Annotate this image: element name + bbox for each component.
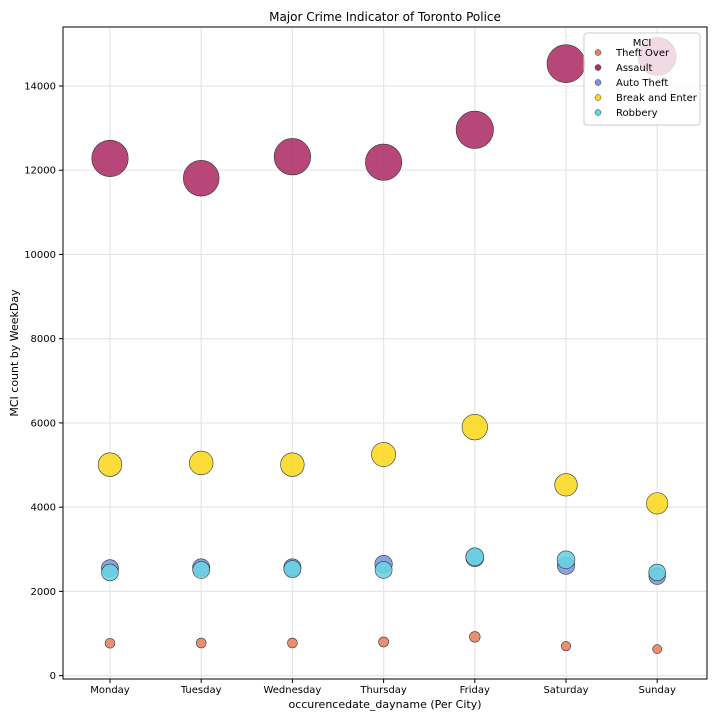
data-point-robbery xyxy=(465,547,485,567)
data-point-theft-over xyxy=(652,644,663,654)
data-point-theft-over xyxy=(104,637,116,649)
x-tick-label: Saturday xyxy=(543,685,588,696)
data-point-theft-over xyxy=(195,637,207,649)
axes: Monday Tuesday Wednesday Thursday Friday Satu… xyxy=(24,81,676,696)
x-tick-label: Monday xyxy=(90,685,130,696)
x-tick-label: Sunday xyxy=(638,685,675,696)
data-point-robbery xyxy=(283,560,302,578)
x-tick-label: Thursday xyxy=(359,685,407,696)
legend-entry-label: Assault xyxy=(616,63,653,74)
y-tick-label: 0 xyxy=(50,671,56,682)
data-point-theft-over xyxy=(287,637,298,649)
data-point-assault xyxy=(455,110,494,149)
legend-marker xyxy=(594,64,602,71)
legend-entry-label: Break and Enter xyxy=(616,93,698,104)
data-point-break-and-enter xyxy=(646,492,669,515)
y-tick-label: 8000 xyxy=(31,334,56,345)
x-tick-label: Wednesday xyxy=(263,685,321,696)
y-tick-label: 14000 xyxy=(24,81,56,92)
data-point-assault xyxy=(91,139,129,177)
legend-entry-label: Auto Theft xyxy=(616,78,668,89)
legend-marker xyxy=(594,49,602,56)
plot-frame xyxy=(62,26,708,680)
data-point-break-and-enter xyxy=(554,473,578,497)
data-point-break-and-enter xyxy=(97,452,123,477)
chart-title: Major Crime Indicator of Toronto Police xyxy=(269,10,501,24)
data-point-robbery xyxy=(648,563,666,582)
y-tick-label: 12000 xyxy=(24,166,56,177)
y-tick-label: 2000 xyxy=(31,587,56,598)
data-point-break-and-enter xyxy=(280,452,305,477)
data-point-robbery xyxy=(374,561,393,579)
y-tick-label: 4000 xyxy=(31,503,56,514)
y-tick-label: 6000 xyxy=(31,418,56,429)
legend-marker xyxy=(594,109,602,116)
x-axis-label: occurencedate_dayname (Per City) xyxy=(288,698,481,711)
y-tick-label: 10000 xyxy=(24,250,56,261)
data-point-assault xyxy=(183,160,220,197)
data-point-break-and-enter xyxy=(461,414,488,441)
data-point-theft-over xyxy=(378,636,389,648)
data-point-break-and-enter xyxy=(189,450,214,476)
legend-marker xyxy=(594,94,602,101)
data-points xyxy=(91,37,677,654)
legend-title: MCI xyxy=(633,38,652,49)
data-point-robbery xyxy=(556,550,576,569)
data-point-theft-over xyxy=(560,641,572,652)
data-point-assault xyxy=(546,44,586,83)
data-point-assault xyxy=(273,138,311,176)
x-tick-label: Friday xyxy=(460,685,490,696)
legend-box xyxy=(583,32,701,126)
legend-entry-label: Theft Over xyxy=(615,48,670,59)
data-point-theft-over xyxy=(469,631,481,643)
legend-entry-label: Robbery xyxy=(616,108,658,119)
legend: MCI Theft Over Assault Auto Theft Break and… xyxy=(583,32,701,126)
data-point-break-and-enter xyxy=(371,442,396,467)
y-axis-label: MCI count by WeekDay xyxy=(8,289,21,417)
data-point-assault xyxy=(365,143,403,181)
data-point-robbery xyxy=(101,563,119,582)
data-point-robbery xyxy=(192,561,211,579)
legend-marker xyxy=(594,79,602,86)
x-tick-label: Tuesday xyxy=(180,685,222,696)
